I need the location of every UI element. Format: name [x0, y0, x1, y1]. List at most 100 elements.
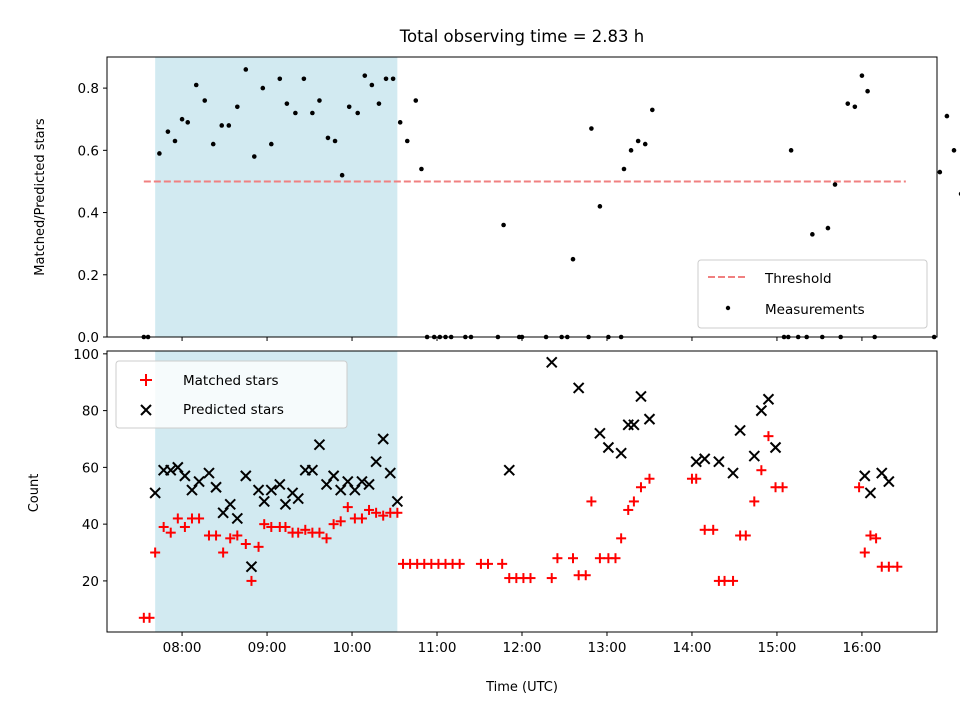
predicted-legend-label: Predicted stars [183, 402, 284, 418]
matched-stars-point [763, 431, 774, 442]
matched-stars-point [194, 513, 205, 524]
measurement-point [832, 182, 838, 187]
predicted-stars-point [217, 507, 229, 519]
predicted-stars-point [292, 492, 304, 505]
matched-stars-point [266, 521, 277, 532]
predicted-stars-point [240, 470, 252, 482]
measurement-point [413, 98, 419, 103]
predicted-legend-swatch [140, 404, 152, 416]
predicted-stars-point [713, 455, 725, 468]
counts-y-axis-label: Count [27, 474, 42, 513]
measurement-point [332, 138, 338, 144]
predicted-stars-point [876, 467, 888, 479]
predicted-stars-point [384, 467, 396, 479]
y-tick-label: 80 [82, 404, 99, 420]
measurement-point [650, 107, 655, 113]
predicted-stars-point [602, 441, 615, 454]
matched-stars-point [691, 473, 702, 484]
measurement-point [185, 120, 191, 125]
predicted-stars-point [313, 438, 326, 451]
predicted-stars-point [342, 475, 354, 488]
matched-stars-point [371, 507, 382, 518]
matched-legend-swatch [140, 374, 152, 386]
x-tick-label: 12:00 [503, 640, 542, 656]
measurement-point [369, 82, 375, 88]
predicted-stars-point [615, 447, 627, 459]
predicted-stars-point [186, 484, 198, 496]
matched-stars-point [240, 539, 251, 550]
y-tick-label: 100 [73, 347, 99, 363]
matched-stars-point [253, 541, 264, 552]
measurement-point [210, 141, 216, 147]
predicted-stars-point [245, 561, 258, 573]
predicted-stars-point [165, 464, 177, 476]
measurement-point [390, 76, 396, 82]
measurement-point [157, 151, 162, 156]
measurement-point [642, 141, 648, 147]
y-tick-label: 0.8 [78, 81, 99, 97]
measurement-point [635, 138, 641, 144]
measurement-point [325, 135, 331, 141]
ratio-y-axis-label: Matched/Predicted stars [33, 118, 48, 276]
predicted-stars-point [320, 478, 333, 491]
y-tick-label: 0.4 [78, 206, 99, 222]
matched-stars-point [719, 575, 730, 586]
measurement-point [293, 110, 298, 116]
counts-legend: Matched stars Predicted stars [115, 360, 348, 429]
matched-stars-point [740, 530, 751, 541]
matched-stars-point [321, 533, 332, 544]
matched-stars-point [854, 482, 865, 493]
measurement-point [810, 232, 815, 237]
matched-stars-point [172, 513, 183, 524]
matched-stars-point [335, 516, 346, 527]
predicted-stars-point [172, 461, 184, 474]
matched-stars-point [635, 482, 646, 493]
measurement-point [788, 148, 794, 153]
matched-stars-point [756, 465, 767, 476]
predicted-stars-point [334, 484, 347, 496]
predicted-stars-point [377, 433, 389, 445]
predicted-stars-point [327, 470, 340, 482]
predicted-stars-point [265, 484, 278, 496]
measurement-point [301, 76, 307, 82]
matched-stars-point [218, 547, 229, 558]
measurements-legend-swatch [725, 305, 731, 311]
y-tick-label: 20 [82, 574, 99, 590]
matched-stars-point [728, 575, 739, 586]
matched-legend-label: Matched stars [183, 373, 279, 389]
matched-stars-point [610, 553, 621, 564]
counts-legend-box [115, 360, 348, 429]
matched-stars-point [232, 530, 243, 541]
measurement-point [346, 104, 352, 110]
predicted-stars-point [503, 464, 515, 476]
measurement-point [310, 110, 315, 116]
matched-stars-point [567, 553, 578, 564]
predicted-stars-point [755, 404, 768, 417]
predicted-stars-point [769, 441, 782, 454]
predicted-stars-point [252, 484, 265, 496]
matched-stars-point [342, 502, 353, 513]
measurement-point [404, 138, 410, 144]
matched-stars-point [150, 547, 161, 558]
ratio-panel: 0.00.20.40.60.8 Matched/Predicted stars … [33, 56, 960, 346]
y-tick-label: 0.6 [78, 143, 99, 159]
predicted-stars-point [594, 427, 606, 440]
x-tick-label: 08:00 [163, 640, 202, 656]
measurement-point [845, 101, 851, 106]
measurement-point [179, 116, 185, 122]
predicted-stars-point [734, 424, 746, 437]
predicted-stars-point [279, 498, 292, 510]
measurement-point [362, 73, 368, 78]
measurement-point [202, 98, 208, 103]
predicted-stars-point [572, 382, 585, 394]
matched-stars-point [246, 575, 257, 586]
counts-panel: 20 40 60 80 100 08:00 09:00 10:00 11:00 12:00 13:0… [27, 347, 938, 695]
matched-stars-point [594, 553, 605, 564]
predicted-stars-point [748, 450, 760, 462]
measurement-point [383, 76, 389, 82]
measurement-point [269, 141, 274, 147]
matched-stars-point [356, 513, 367, 524]
matched-stars-point [699, 524, 710, 535]
measurement-point [951, 148, 957, 153]
